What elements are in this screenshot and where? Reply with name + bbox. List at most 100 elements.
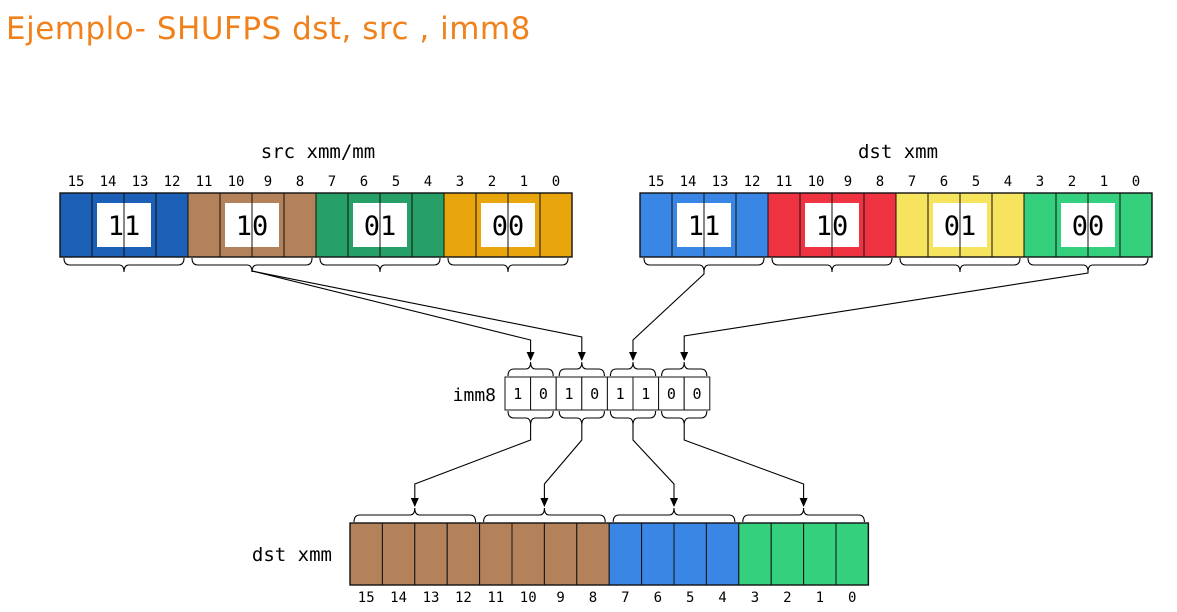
dst-byte-label: 12 — [744, 174, 761, 190]
imm8-to-result-arrow — [632, 425, 678, 507]
result-byte-cell — [770, 522, 805, 586]
imm8-label: imm8 — [453, 385, 496, 406]
imm8-bottom-brace — [661, 410, 708, 426]
imm8-bit-cell — [530, 376, 557, 411]
src-byte-cell — [443, 192, 477, 258]
dst-byte-label: 2 — [1068, 174, 1076, 190]
dst-byte-cell — [639, 192, 673, 258]
imm8-bit-value: 1 — [513, 385, 522, 403]
result-byte-cell — [803, 522, 837, 586]
result-byte-label: 14 — [390, 590, 407, 606]
src-byte-label: 6 — [360, 174, 368, 190]
src-byte-label: 15 — [68, 174, 85, 190]
src-selector-value: 11 — [108, 211, 141, 242]
result-byte-label: 3 — [751, 590, 759, 606]
imm8-bit-cell — [581, 376, 608, 411]
dst-byte-label: 1 — [1100, 174, 1108, 190]
src-dword-brace — [191, 257, 313, 273]
dst-byte-cell — [863, 192, 897, 258]
dst-selector-value: 00 — [1072, 211, 1105, 242]
imm8-bit-cell — [606, 376, 634, 411]
src-byte-label: 10 — [228, 174, 245, 190]
result-byte-cell — [414, 522, 448, 586]
dst-selector-value: 10 — [816, 211, 849, 242]
dst-dword-brace — [899, 257, 1021, 273]
src-byte-label: 4 — [424, 174, 432, 190]
imm8-bit-value: 1 — [641, 385, 650, 403]
result-label: dst xmm — [252, 544, 332, 566]
imm8-bit-value: 0 — [692, 385, 701, 403]
dst-byte-label: 8 — [876, 174, 884, 190]
dst-byte-label: 14 — [680, 174, 697, 190]
result-byte-cell — [446, 522, 481, 586]
result-byte-cell — [543, 522, 578, 586]
src-byte-label: 13 — [132, 174, 149, 190]
imm8-bit-cell — [683, 376, 711, 411]
src-byte-cell — [59, 192, 93, 258]
result-byte-cell — [349, 522, 383, 586]
dst-outline — [639, 192, 1153, 258]
src-byte-label: 11 — [196, 174, 213, 190]
result-byte-label: 15 — [358, 590, 375, 606]
dst-selector-value: 11 — [688, 211, 721, 242]
imm8-top-brace — [609, 361, 657, 377]
result-byte-label: 8 — [589, 590, 597, 606]
result-dword-brace — [742, 507, 865, 523]
result-byte-cell — [705, 522, 740, 586]
src-byte-label: 14 — [100, 174, 117, 190]
imm8-bit-value: 0 — [667, 385, 676, 403]
src-byte-label: 9 — [264, 174, 272, 190]
result-byte-label: 9 — [556, 590, 564, 606]
result-byte-label: 1 — [816, 590, 824, 606]
src-outline — [59, 192, 573, 258]
src-byte-cell — [539, 192, 573, 258]
result-byte-cell — [673, 522, 707, 586]
src-dword-brace — [319, 257, 441, 273]
dst-byte-label: 9 — [844, 174, 852, 190]
src-to-imm8-arrow — [251, 270, 535, 361]
dst-byte-label: 13 — [712, 174, 729, 190]
dst-selector-value: 01 — [944, 211, 977, 242]
imm8-to-result-arrow — [683, 425, 808, 507]
imm8-bottom-brace — [558, 410, 605, 426]
imm8-top-brace — [661, 361, 708, 377]
src-byte-label: 5 — [392, 174, 400, 190]
src-byte-cell — [187, 192, 221, 258]
imm8-byte: imm8 1 0 1 0 1 1 0 0 — [453, 361, 711, 426]
dst-byte-label: 4 — [1004, 174, 1012, 190]
result-byte-cell — [608, 522, 643, 586]
dst-byte-label: 10 — [808, 174, 825, 190]
dst-byte-label: 3 — [1036, 174, 1044, 190]
src-byte-label: 2 — [488, 174, 496, 190]
src-byte-cell — [315, 192, 349, 258]
dst-byte-cell — [991, 192, 1025, 258]
dst-dword-brace — [771, 257, 893, 273]
imm8-bit-cell — [632, 376, 660, 411]
imm8-top-brace — [558, 361, 605, 377]
src-byte-cell — [411, 192, 445, 258]
result-byte-label: 10 — [520, 590, 537, 606]
result-byte-cell — [511, 522, 545, 586]
dst-byte-label: 7 — [908, 174, 916, 190]
dst-byte-cell — [1023, 192, 1057, 258]
result-byte-label: 7 — [621, 590, 629, 606]
src-dword-brace — [447, 257, 569, 273]
imm8-bit-value: 0 — [539, 385, 548, 403]
src-byte-label: 1 — [520, 174, 528, 190]
src-selector-value: 10 — [236, 211, 269, 242]
src-byte-label: 7 — [328, 174, 336, 190]
src-label: src xmm/mm — [261, 141, 375, 163]
dst-byte-cell — [1119, 192, 1153, 258]
src-dword-brace — [63, 257, 185, 273]
imm8-bottom-brace — [507, 410, 554, 426]
dst-to-imm8-arrow — [680, 272, 1089, 361]
src-byte-label: 8 — [296, 174, 304, 190]
result-dword-brace — [353, 507, 477, 523]
src-byte-cell — [283, 192, 317, 258]
src-to-imm8-arrow — [251, 270, 586, 361]
dst-byte-label: 0 — [1132, 174, 1140, 190]
